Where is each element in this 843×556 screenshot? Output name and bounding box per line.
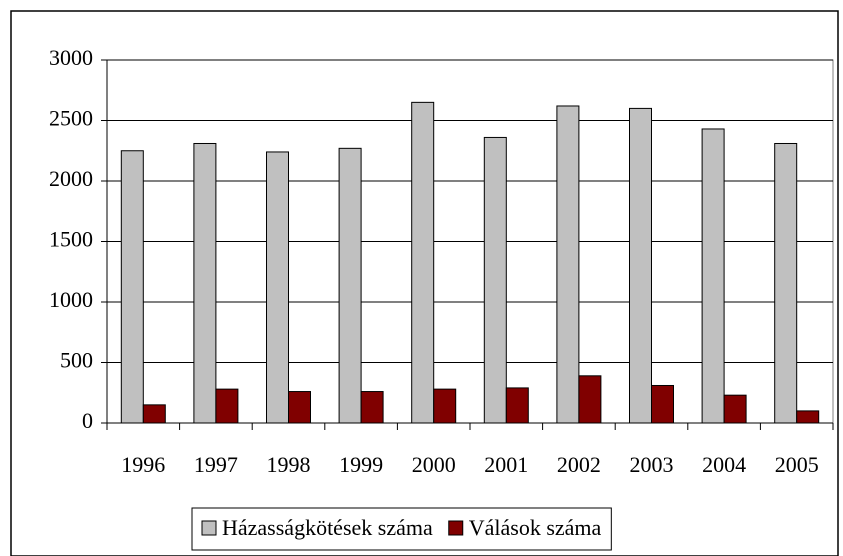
x-tick-label: 2000 (412, 452, 456, 477)
bar (215, 388, 239, 424)
bar (651, 384, 674, 424)
x-tick-label: 1998 (267, 452, 311, 477)
y-tick-label: 3000 (49, 45, 93, 70)
legend-swatch (448, 520, 464, 536)
bar (120, 150, 144, 424)
legend-label: Válások száma (469, 515, 602, 540)
y-tick-label: 500 (60, 348, 93, 373)
y-tick-label: 2000 (49, 166, 93, 191)
bar (142, 404, 166, 424)
bar (774, 142, 798, 424)
bar (193, 142, 217, 424)
legend-swatch (201, 520, 217, 536)
bar (578, 375, 602, 424)
x-tick-label: 1996 (121, 452, 165, 477)
legend-box (191, 507, 612, 551)
x-tick-label: 2005 (775, 452, 819, 477)
bar (338, 147, 362, 424)
y-tick-label: 1000 (49, 287, 93, 312)
x-tick-label: 2004 (702, 452, 746, 477)
bar (288, 391, 311, 424)
bar (796, 410, 820, 424)
bar (433, 388, 457, 424)
bar (411, 101, 435, 424)
bar (701, 128, 725, 424)
y-tick-label: 2500 (49, 106, 93, 131)
x-tick-label: 2001 (484, 452, 528, 477)
y-tick-label: 0 (82, 408, 93, 433)
bar (629, 107, 652, 424)
legend-label: Házasságkötések száma (222, 515, 433, 540)
x-tick-label: 1999 (339, 452, 383, 477)
bar (505, 387, 529, 424)
x-tick-label: 1997 (194, 452, 238, 477)
x-tick-label: 2003 (630, 452, 674, 477)
bar (266, 151, 289, 424)
bar (483, 136, 507, 424)
bar (556, 105, 580, 424)
x-tick-label: 2002 (557, 452, 601, 477)
bar (360, 391, 384, 424)
bar (723, 394, 747, 424)
y-tick-label: 1500 (49, 227, 93, 252)
